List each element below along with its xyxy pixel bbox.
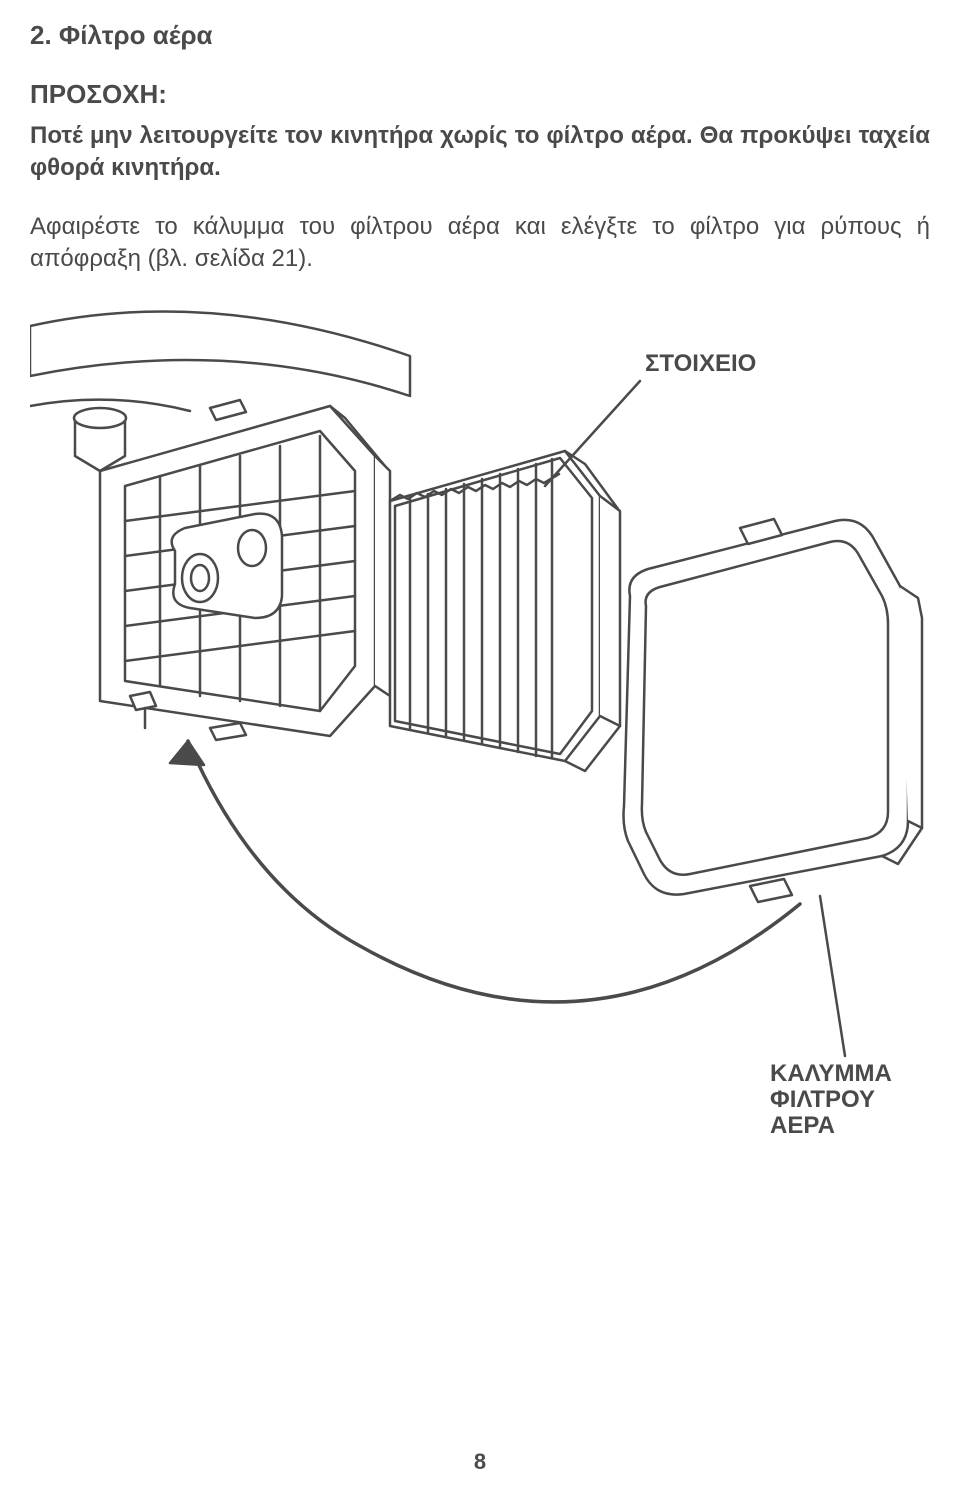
label-cover: ΚΑΛΥΜΜΑ ΦΙΛΤΡΟΥ ΑΕΡΑ [770, 1061, 930, 1140]
label-element: ΣΤΟΙΧΕΙΟ [645, 351, 756, 377]
label-cover-line2: ΦΙΛΤΡΟΥ ΑΕΡΑ [770, 1086, 875, 1139]
label-cover-line1: ΚΑΛΥΜΜΑ [770, 1060, 892, 1087]
page-number: 8 [0, 1449, 960, 1475]
warning-text: Ποτέ μην λειτουργείτε τον κινητήρα χωρίς… [30, 120, 930, 185]
air-filter-diagram: ΣΤΟΙΧΕΙΟ ΚΑΛΥΜΜΑ ΦΙΛΤΡΟΥ ΑΕΡΑ [30, 296, 930, 1196]
section-heading: 2. Φίλτρο αέρα [30, 20, 930, 51]
warning-label: ΠΡΟΣΟΧΗ: [30, 79, 930, 110]
instruction-text: Αφαιρέστε το κάλυμμα του φίλτρου αέρα κα… [30, 211, 930, 276]
